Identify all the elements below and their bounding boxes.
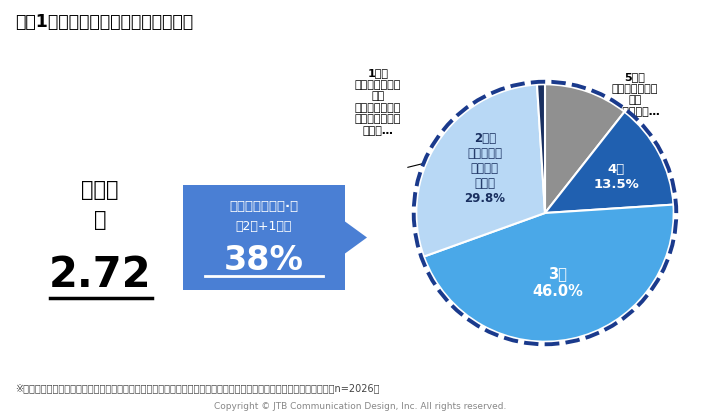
Text: Copyright © JTB Communication Design, Inc. All rights reserved.: Copyright © JTB Communication Design, In…: [214, 402, 506, 411]
Text: 1点：
「企業のコミュ
カ」
はとても低く、
いわば「赤点」
である…: 1点： 「企業のコミュ カ」 はとても低く、 いわば「赤点」 である…: [355, 68, 401, 136]
Text: 2.72: 2.72: [49, 254, 151, 296]
Text: 4点
13.5%: 4点 13.5%: [593, 163, 639, 191]
FancyBboxPatch shape: [183, 185, 345, 290]
Wedge shape: [424, 204, 674, 342]
Text: （2点+1点）: （2点+1点）: [236, 221, 292, 234]
Wedge shape: [545, 84, 624, 213]
Text: ※「会社のコミュ力」とは、「組織として、社内や社外との円滑なコミュニケーションを図る能力」と定義して質問。（n=2026）: ※「会社のコミュ力」とは、「組織として、社内や社外との円滑なコミュニケーションを…: [15, 383, 379, 393]
Wedge shape: [545, 112, 673, 213]
Text: （図1）「会社のコミュ力」総合評価: （図1）「会社のコミュ力」総合評価: [15, 13, 193, 31]
Wedge shape: [416, 84, 545, 257]
Text: 2点：
「企業のコ
ミュカ」
は低い
29.8%: 2点： 「企業のコ ミュカ」 は低い 29.8%: [464, 132, 505, 205]
Text: 点: 点: [94, 210, 107, 230]
Text: コミュカは低い·計: コミュカは低い·計: [230, 201, 299, 214]
Text: 38%: 38%: [224, 244, 304, 276]
Text: 平均得: 平均得: [81, 180, 119, 200]
Polygon shape: [345, 222, 367, 253]
Text: 5点：
「企業のコミュ
カ」
はとても高い…: 5点： 「企業のコミュ カ」 はとても高い…: [610, 72, 660, 117]
Text: 3点
46.0%: 3点 46.0%: [532, 267, 582, 299]
Wedge shape: [537, 84, 545, 213]
